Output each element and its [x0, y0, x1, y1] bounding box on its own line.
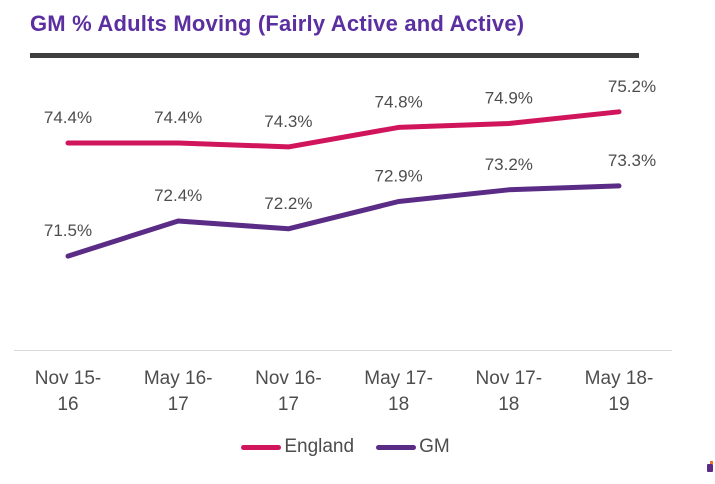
title-underline: [30, 53, 639, 58]
legend-label: GM: [419, 436, 450, 457]
data-label-gm: 71.5%: [44, 221, 92, 240]
data-label-gm: 72.9%: [374, 167, 422, 186]
chart-title: GM % Adults Moving (Fairly Active and Ac…: [30, 11, 525, 36]
x-axis-label: May 18- 19: [584, 368, 654, 415]
x-axis-line: [14, 350, 672, 351]
data-label-england: 74.9%: [485, 89, 533, 108]
x-axis: Nov 15- 16 May 16- 17 Nov 16- 17 May 17- 18 Nov …: [0, 366, 715, 420]
data-label-england: 74.4%: [44, 108, 92, 127]
legend-label: England: [284, 436, 355, 457]
legend-swatch-gm: [376, 444, 417, 450]
data-label-gm: 72.4%: [154, 186, 202, 205]
corner-mark-purple-shape: [707, 464, 713, 472]
data-label-gm: 73.2%: [485, 155, 533, 174]
chart-legend: England GM: [0, 436, 703, 458]
data-label-england: 74.4%: [154, 108, 202, 127]
data-label-england: 74.8%: [374, 92, 422, 111]
legend-swatch-england: [241, 444, 282, 450]
data-label-england: 74.3%: [264, 112, 312, 131]
data-label-gm: 73.3%: [608, 151, 656, 170]
series-line-england: [65, 109, 622, 150]
x-axis-label: May 16- 17: [143, 368, 213, 415]
series-line-gm: [65, 183, 622, 259]
x-axis-label: Nov 16- 17: [255, 368, 322, 415]
page-corner-mark: [707, 461, 715, 472]
x-axis-label: May 17- 18: [364, 368, 433, 415]
x-axis-label: Nov 17- 18: [475, 368, 543, 415]
data-label-gm: 72.2%: [264, 194, 312, 213]
legend-item-gm: GM: [376, 436, 450, 458]
corner-mark-orange-dot: [710, 461, 713, 464]
x-axis-label: Nov 15- 16: [34, 368, 102, 415]
legend-item-england: England: [241, 436, 354, 458]
data-label-england: 75.2%: [608, 77, 656, 96]
